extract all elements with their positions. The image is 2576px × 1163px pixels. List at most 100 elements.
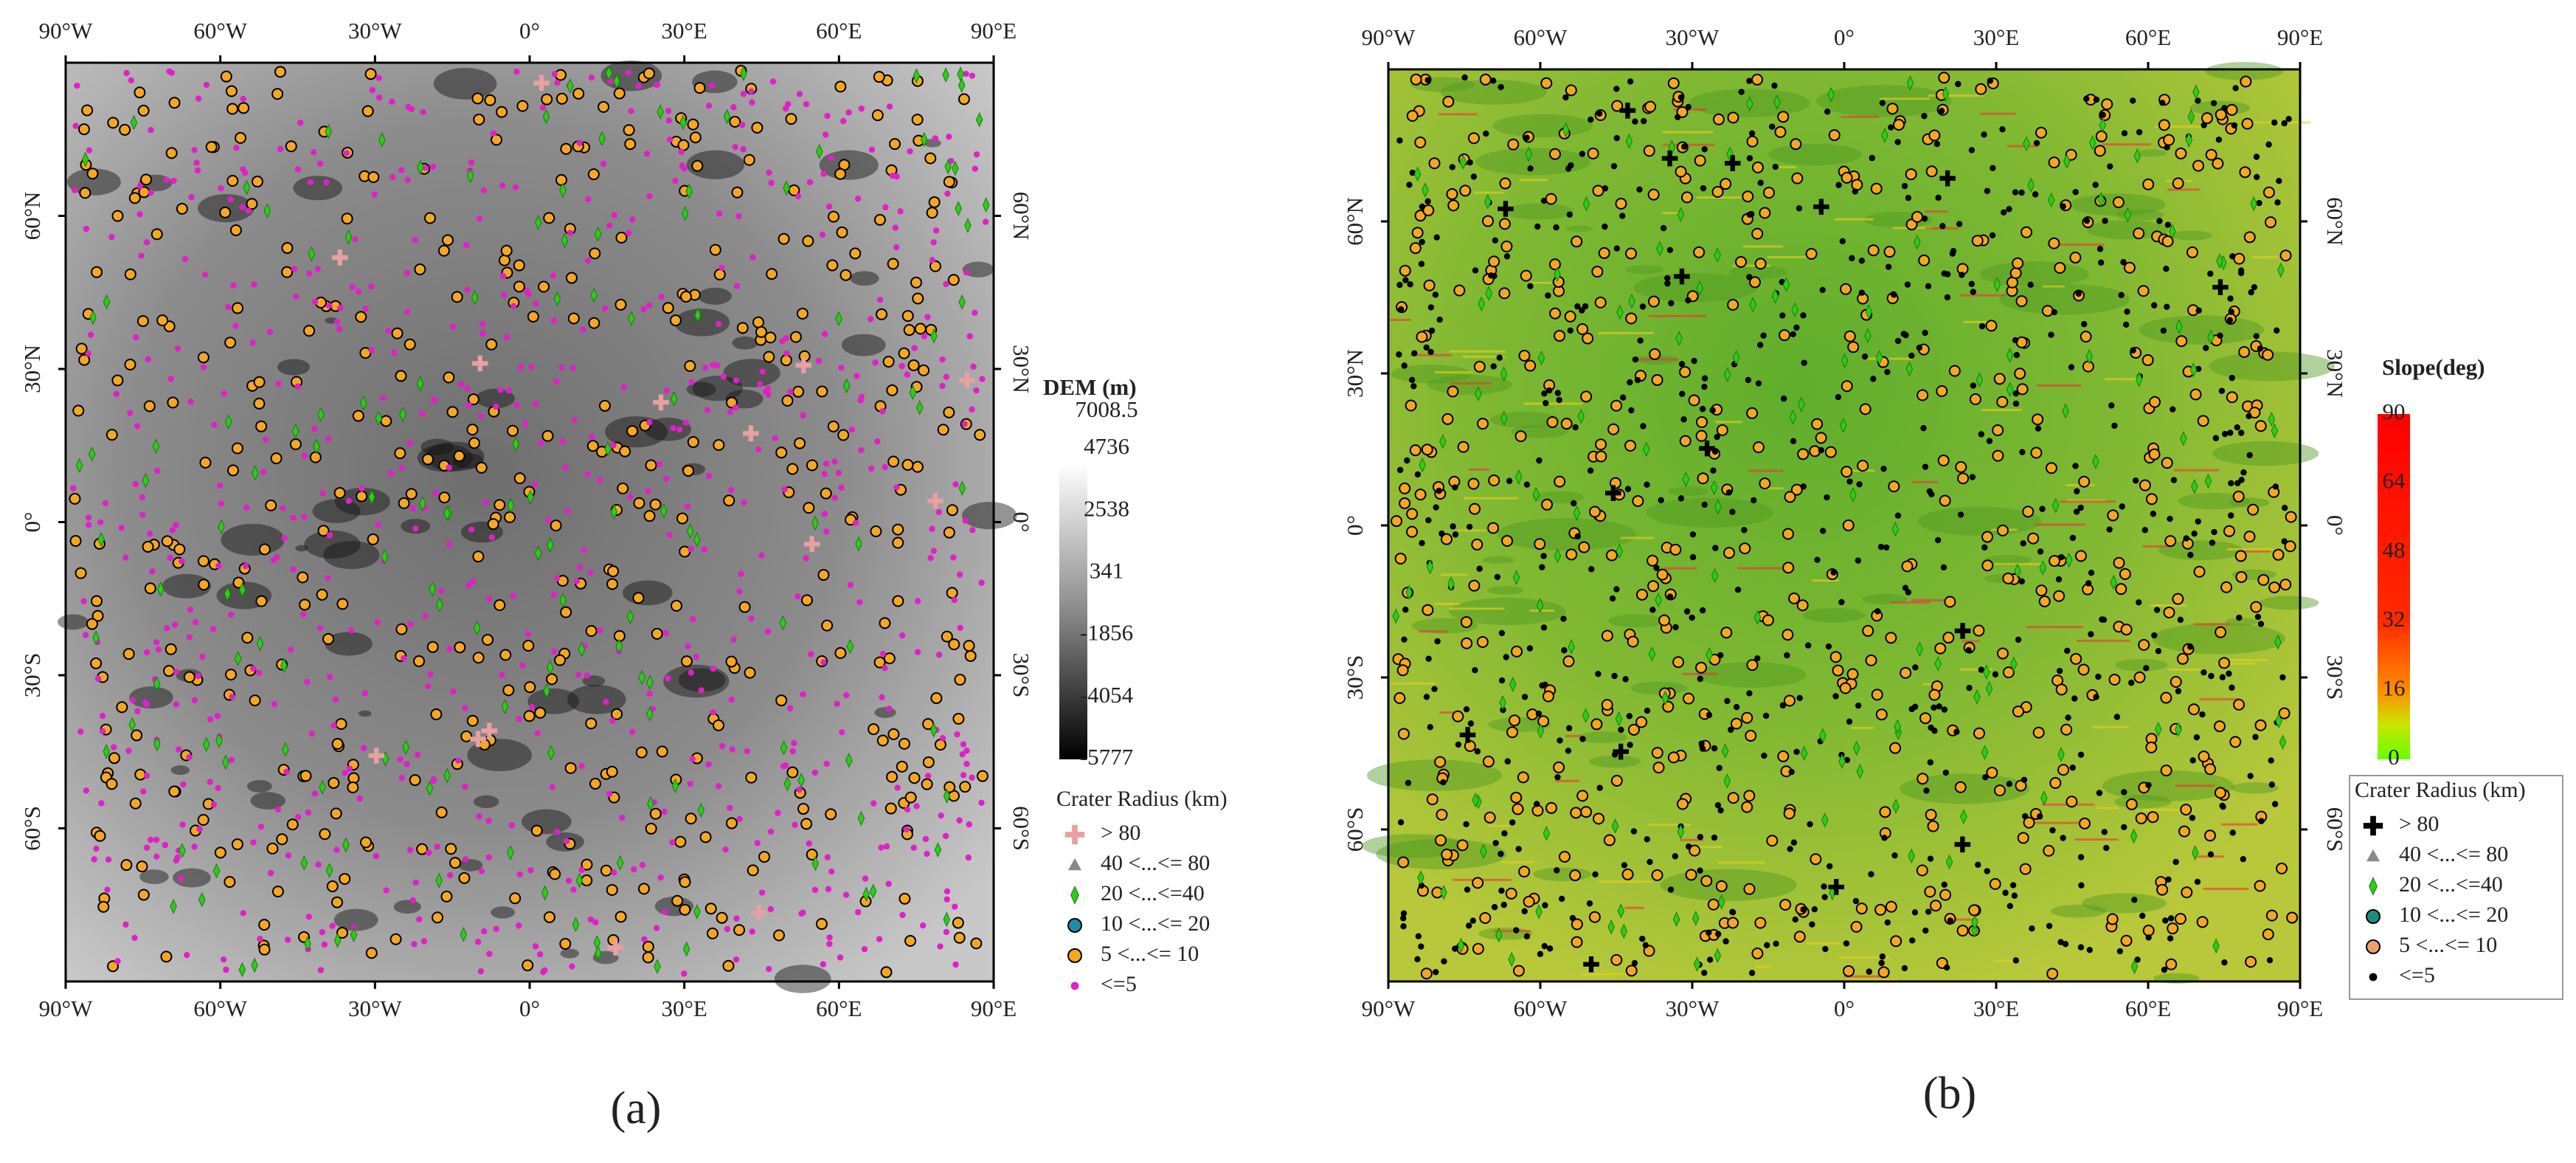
crater-marker: [74, 82, 80, 89]
crater-marker: [409, 774, 421, 787]
crater-marker: [2081, 321, 2088, 328]
crater-marker: [2279, 674, 2286, 681]
crater-marker: [2241, 117, 2254, 130]
crater-marker: [2135, 812, 2147, 824]
terrain-streak: [1520, 179, 1548, 182]
crater-marker: [480, 187, 488, 194]
crater-marker: [2262, 348, 2274, 361]
crater-marker: [899, 892, 911, 905]
crater-marker: [1498, 677, 1506, 684]
crater-marker: [1884, 368, 1891, 376]
crater-marker: [705, 472, 713, 480]
crater-marker: [1879, 953, 1886, 960]
crater-marker: [1536, 457, 1543, 464]
crater-marker: [527, 867, 534, 874]
crater-marker: [1927, 855, 1934, 862]
crater-marker: [1627, 742, 1633, 748]
crater-marker: [1992, 671, 1999, 678]
crater-marker: [502, 684, 515, 697]
crater-marker: [2120, 934, 2133, 947]
crater-marker: [1602, 223, 1608, 230]
crater-marker: [2247, 773, 2254, 779]
crater-marker: [1461, 74, 1468, 81]
crater-marker: [1877, 543, 1885, 551]
crater-marker: [671, 894, 684, 907]
crater-marker: [953, 931, 966, 944]
crater-marker: [2369, 973, 2378, 981]
crater-marker: [835, 311, 842, 326]
crater-marker: [2176, 652, 2189, 665]
crater-marker: [924, 773, 932, 779]
crater-marker: [781, 394, 794, 407]
crater-marker: [2006, 781, 2012, 787]
crater-marker: [1619, 102, 1636, 119]
crater-marker: [2006, 206, 2012, 213]
crater-marker: [822, 131, 829, 138]
crater-marker: [191, 843, 198, 850]
crater-marker: [817, 569, 830, 582]
crater-marker: [1574, 303, 1581, 310]
crater-marker: [463, 241, 470, 249]
terrain-streak: [1959, 668, 1992, 671]
crater-marker: [1954, 781, 1967, 793]
crater-marker: [824, 854, 831, 860]
crater-marker: [1467, 477, 1480, 490]
crater-marker: [412, 879, 419, 886]
crater-marker: [745, 771, 758, 784]
crater-marker: [2271, 423, 2279, 439]
terrain-patch: [2050, 904, 2107, 918]
crater-marker: [919, 922, 927, 929]
crater-marker: [2178, 825, 2191, 838]
crater-marker: [834, 646, 847, 659]
crater-marker: [565, 877, 572, 884]
crater-marker: [838, 365, 845, 371]
crater-marker: [828, 868, 835, 875]
crater-marker: [325, 303, 333, 309]
crater-marker: [1693, 246, 1706, 258]
crater-marker: [1504, 758, 1511, 765]
crater-marker: [1922, 927, 1929, 934]
lon-tick-label: 90°W: [39, 995, 93, 1021]
crater-marker: [1625, 134, 1633, 149]
crater-marker: [175, 746, 182, 753]
crater-marker: [584, 258, 592, 264]
terrain-patch: [1768, 143, 1862, 166]
crater-marker: [1883, 544, 1890, 551]
crater-marker: [927, 492, 944, 509]
crater-marker: [2254, 719, 2267, 731]
crater-marker: [1562, 655, 1575, 668]
crater-marker: [2257, 573, 2270, 586]
crater-marker: [1993, 277, 2001, 292]
crater-marker: [1644, 100, 1657, 113]
crater-marker: [2366, 939, 2381, 954]
crater-marker: [1934, 536, 1942, 544]
crater-marker: [553, 378, 560, 385]
crater-marker: [2235, 570, 2248, 583]
crater-marker: [1791, 302, 1798, 318]
crater-marker: [128, 717, 136, 733]
crater-marker: [2060, 203, 2066, 210]
crater-marker: [1891, 521, 1900, 537]
crater-marker: [1501, 830, 1508, 837]
crater-marker: [2160, 765, 2172, 777]
crater-marker: [1928, 129, 1941, 142]
crater-marker: [325, 863, 333, 878]
crater-marker: [2279, 734, 2287, 750]
crater-marker: [874, 438, 881, 445]
panel-label: (b): [1923, 1069, 1976, 1119]
crater-marker: [1773, 940, 1779, 948]
crater-marker: [80, 598, 87, 605]
crater-marker: [972, 165, 978, 172]
crater-marker: [89, 310, 97, 325]
crater-marker: [2164, 221, 2172, 228]
terrain-streak: [2168, 668, 2204, 671]
terrain-patch: [686, 150, 745, 179]
crater-marker: [1647, 295, 1660, 308]
crater-marker: [2204, 763, 2217, 776]
crater-marker: [699, 831, 712, 843]
crater-marker: [1901, 182, 1908, 190]
crater-marker: [2015, 636, 2022, 643]
crater-marker: [1905, 589, 1912, 596]
crater-marker: [2121, 789, 2127, 796]
crater-marker: [1695, 429, 1708, 442]
